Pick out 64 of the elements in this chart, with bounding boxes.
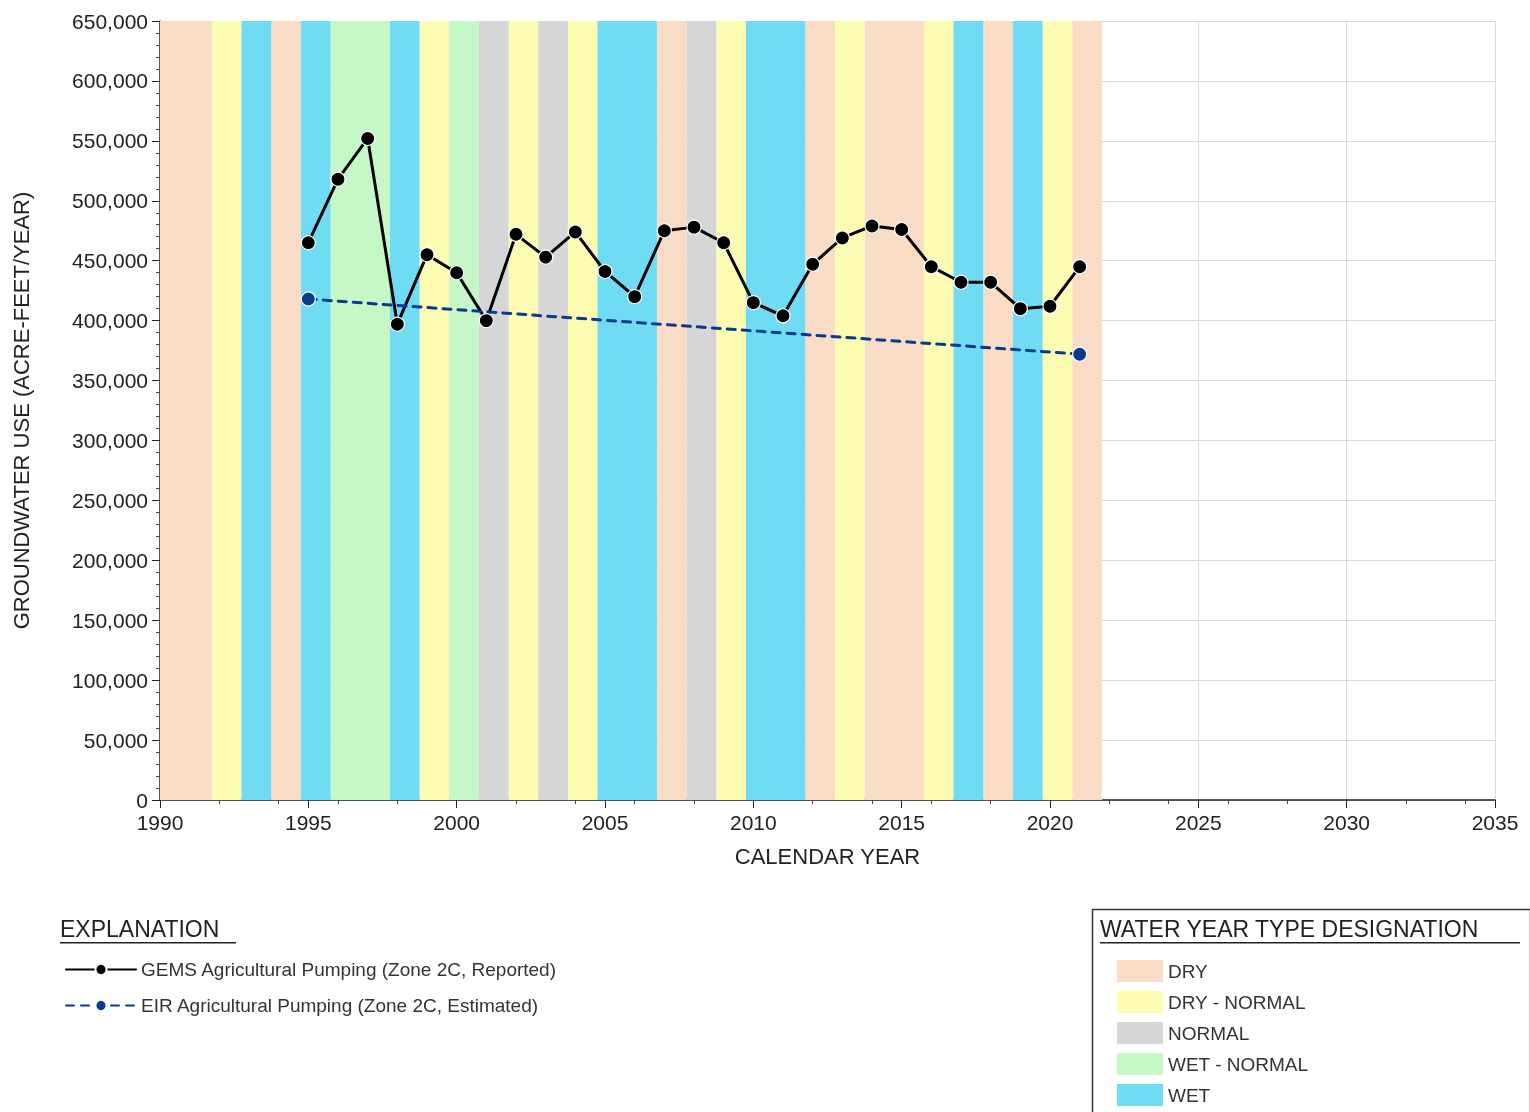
legend-title: EXPLANATION — [60, 915, 220, 942]
x-tick-label: 2020 — [1026, 811, 1074, 834]
y-tick-label: 250,000 — [72, 488, 148, 512]
point — [953, 274, 969, 290]
y-tick-label: 100,000 — [72, 668, 148, 692]
x-tick-label: 2030 — [1323, 811, 1371, 834]
y-tick-label: 450,000 — [72, 249, 148, 273]
x-axis-title: CALENDAR YEAR — [734, 843, 921, 869]
y-tick-label: 350,000 — [72, 369, 148, 393]
y-tick-label: 200,000 — [72, 548, 148, 572]
x-tick-label: 1990 — [136, 811, 184, 834]
y-tick-label: 300,000 — [72, 428, 148, 452]
point — [864, 218, 880, 234]
x-tick-label: 2010 — [729, 811, 777, 834]
point — [923, 259, 939, 275]
point — [449, 265, 465, 281]
point — [1072, 346, 1088, 362]
point — [419, 247, 435, 263]
x-tick-label: 1995 — [284, 811, 332, 834]
point — [389, 316, 405, 332]
point — [656, 223, 672, 239]
point — [834, 230, 850, 246]
y-axis-title: GROUNDWATER USE (ACRE-FEET/YEAR) — [8, 191, 34, 630]
legend-label: WET - NORMAL — [1168, 1053, 1309, 1075]
point — [1012, 301, 1028, 317]
point — [330, 171, 346, 187]
y-tick-label: 650,000 — [72, 9, 148, 33]
y-tick-label: 550,000 — [72, 129, 148, 153]
point — [1042, 298, 1058, 314]
legend-label: WET — [1168, 1084, 1211, 1106]
point — [300, 291, 316, 307]
x-tick-label: 2035 — [1471, 811, 1519, 834]
point — [300, 235, 316, 251]
x-tick-label: 2005 — [581, 811, 629, 834]
legend-label: DRY - NORMAL — [1168, 991, 1306, 1013]
x-tick-label: 2015 — [878, 811, 926, 834]
point — [360, 130, 376, 147]
y-tick-label: 0 — [136, 788, 148, 812]
point — [686, 219, 702, 235]
y-tick-label: 500,000 — [72, 189, 148, 213]
y-tick-label: 150,000 — [72, 608, 148, 632]
legend-label: EIR Agricultural Pumping (Zone 2C, Estimated) — [141, 995, 539, 1016]
point — [805, 256, 821, 272]
point — [597, 263, 613, 280]
legend-label: GEMS Agricultural Pumping (Zone 2C, Reported) — [141, 959, 557, 980]
x-tick-label: 2025 — [1174, 811, 1222, 834]
point — [894, 221, 910, 238]
point — [478, 313, 494, 329]
point — [716, 235, 732, 251]
legend-label: NORMAL — [1168, 1022, 1250, 1044]
point — [538, 249, 554, 265]
point — [508, 226, 524, 242]
point — [1072, 259, 1088, 275]
y-tick-label: 50,000 — [83, 728, 148, 752]
point — [567, 224, 583, 240]
point — [983, 274, 999, 290]
point — [627, 289, 643, 305]
text: WATER YEAR TYPE DESIGNATION — [1100, 915, 1479, 942]
y-tick-label: 600,000 — [72, 69, 148, 93]
point — [745, 295, 761, 311]
legend-label: DRY — [1168, 960, 1209, 982]
x-tick-label: 2000 — [433, 811, 481, 834]
point — [775, 308, 791, 324]
y-tick-label: 400,000 — [72, 309, 148, 333]
